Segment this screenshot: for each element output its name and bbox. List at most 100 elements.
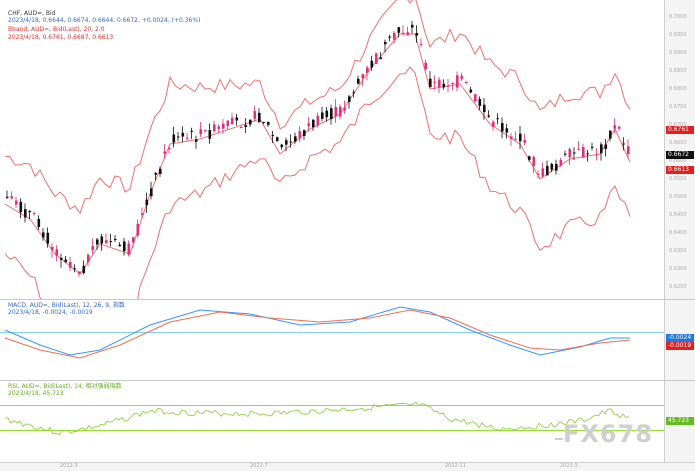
candle-body (604, 144, 608, 150)
candle-body (132, 237, 135, 243)
price-scale[interactable]: 0.7000 0.6950 0.6900 0.6850 0.6800 0.6750 0.67… (664, 0, 695, 299)
candle-body (60, 258, 63, 260)
candle-body (123, 241, 126, 252)
candle-body (352, 92, 356, 94)
bband-values: 2023/4/18, 0.6761, 0.6687, 0.6613 (8, 34, 114, 41)
candle-body (168, 147, 171, 150)
pane-divider[interactable] (0, 299, 695, 300)
candle-body (145, 199, 149, 206)
candle-body (582, 146, 585, 158)
candle-body (69, 261, 72, 268)
rsi-chart (4, 401, 630, 436)
candle-body (258, 112, 261, 122)
candle-body (127, 243, 131, 255)
candle-body (627, 146, 630, 155)
candle-body (460, 75, 464, 79)
candle-body (154, 172, 158, 175)
candle-body (555, 164, 558, 171)
candle-body (136, 223, 140, 236)
candle-body (37, 218, 41, 227)
candle-body (280, 144, 284, 148)
candle-body (51, 246, 54, 251)
candle-body (339, 106, 342, 117)
candle-body (28, 210, 32, 213)
candle-body (213, 124, 216, 132)
candle-body (19, 201, 23, 213)
candle-body (438, 79, 441, 88)
candle-body (262, 121, 266, 123)
candle-body (100, 236, 104, 244)
y-tick-label: 0.6400 (669, 230, 687, 236)
macd-legend: MACD, AUD=, Bid(Last), 12, 26, 9, 指数 (8, 302, 125, 309)
rsi-values: 2023/4/18, 45.723 (8, 390, 64, 397)
candle-body (42, 232, 45, 238)
candle-body (190, 130, 194, 132)
signal-tag: -0.0019 (666, 342, 694, 350)
rsi-pane[interactable]: RSI, AUD=, Bid(Last), 14, 相对强弱指数 2023/4/… (0, 381, 664, 462)
candle-body (411, 24, 414, 28)
rsi-line (4, 401, 630, 436)
candle-body (595, 154, 599, 156)
upper-band-tag: 0.6761 (666, 126, 694, 134)
candle-body (559, 159, 563, 166)
candle-body (33, 213, 36, 215)
y-tick-label: 0.6950 (669, 32, 687, 38)
candle-body (276, 137, 279, 141)
macd-pane[interactable]: MACD, AUD=, Bid(Last), 12, 26, 9, 指数 202… (0, 300, 664, 380)
signal-line (4, 309, 631, 359)
candle-body (15, 200, 18, 205)
y-tick-label: 0.6800 (669, 86, 687, 92)
y-tick-label: 0.6750 (669, 104, 687, 110)
candle-body (577, 148, 581, 150)
y-tick-label: 0.6600 (669, 158, 687, 164)
candle-body (87, 254, 90, 262)
candle-body (541, 168, 545, 177)
candle-body (240, 126, 243, 129)
candle-body (609, 130, 612, 139)
y-tick-label: 0.6250 (669, 284, 687, 290)
candle-body (78, 271, 81, 274)
candle-body (501, 123, 504, 132)
candle-body (289, 141, 293, 143)
candle-body (316, 115, 320, 126)
candle-body (96, 239, 99, 245)
candle-body (312, 119, 315, 128)
candle-body (46, 232, 50, 244)
x-label: 2023-3 (560, 463, 578, 469)
candle-body (478, 98, 482, 106)
y-tick-label: 0.6500 (669, 194, 687, 200)
candle-body (222, 123, 225, 129)
candle-body (361, 74, 365, 79)
y-tick-label: 0.6850 (669, 68, 687, 74)
macd-zero-line (0, 332, 664, 333)
y-tick-label: 0.7000 (669, 14, 687, 20)
candle-body (334, 106, 338, 117)
candle-body (492, 121, 495, 128)
x-label: 2022-11 (445, 463, 466, 469)
time-axis[interactable]: 2022-3 2022-7 2022-11 2023-3 (0, 462, 695, 471)
y-tick-label: 0.6350 (669, 248, 687, 254)
price-pane[interactable]: CHF, AUD=, Bid 2023/4/18, 0.6644, 0.6674… (0, 0, 664, 299)
candle-body (298, 131, 302, 139)
candle-body (253, 111, 257, 119)
y-tick-label: 0.6300 (669, 266, 687, 272)
candle-body (483, 104, 486, 113)
pane-divider[interactable] (0, 380, 695, 381)
candle-body (73, 268, 77, 270)
candle-body (402, 32, 405, 34)
candle-body (91, 246, 95, 251)
candle-body (474, 94, 477, 102)
lower-band-line (4, 66, 631, 299)
candle-body (415, 32, 419, 36)
price-chart (4, 0, 631, 299)
macd-values: 2023/4/18, -0.0024, -0.0019 (8, 309, 93, 316)
candle-body (514, 139, 518, 141)
candle-body (384, 41, 387, 45)
upper-band-line (4, 0, 631, 215)
candle-body (348, 96, 351, 103)
candle-body (447, 85, 450, 87)
candle-body (528, 156, 531, 160)
candle-body (343, 107, 347, 111)
candle-body (393, 32, 396, 40)
candle-body (586, 153, 590, 155)
